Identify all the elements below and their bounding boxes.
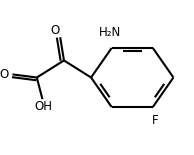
Text: H₂N: H₂N [99, 26, 121, 39]
Text: F: F [151, 115, 158, 127]
Text: OH: OH [34, 100, 52, 113]
Text: O: O [0, 68, 9, 81]
Text: O: O [50, 24, 59, 38]
